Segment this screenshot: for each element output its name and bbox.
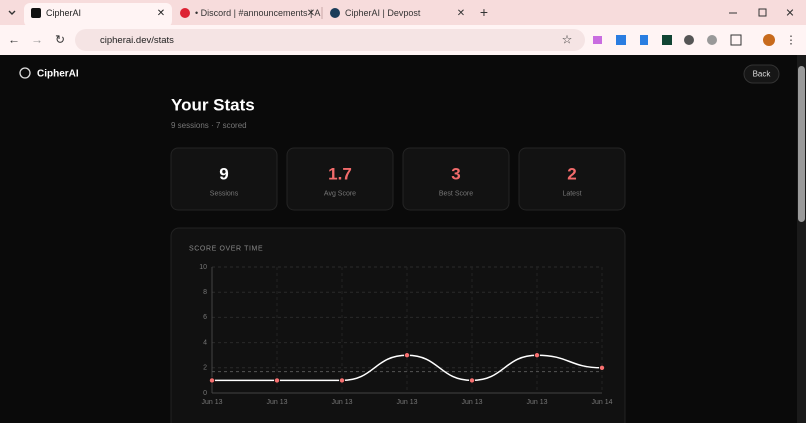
page-title: Your Stats bbox=[171, 95, 255, 114]
back-link[interactable] bbox=[743, 64, 780, 84]
data-point bbox=[338, 377, 345, 384]
back-button[interactable]: ← bbox=[8, 33, 20, 47]
x-tick-label: Jun 13 bbox=[331, 399, 352, 406]
stat-cards: 9 Sessions 1.7 Avg Score 3 Best Score 2 Latest bbox=[170, 147, 626, 211]
x-tick-label: Jun 13 bbox=[201, 399, 222, 406]
tab-title: CipherAI | Devpost bbox=[345, 8, 421, 18]
x-tick-label: Jun 14 bbox=[591, 399, 612, 406]
tab-close[interactable]: ✕ bbox=[307, 8, 315, 19]
forward-button[interactable]: → bbox=[31, 33, 43, 47]
stat-value: 9 bbox=[219, 164, 228, 183]
close-window[interactable]: ✕ bbox=[785, 7, 794, 19]
stat-card bbox=[518, 147, 626, 211]
scrollbar-thumb[interactable] bbox=[798, 66, 805, 222]
y-tick-label: 10 bbox=[199, 264, 207, 271]
extension-icon[interactable] bbox=[662, 35, 672, 45]
brand[interactable]: CipherAI bbox=[37, 69, 79, 80]
tab-title: CipherAI bbox=[46, 8, 81, 18]
y-tick-label: 4 bbox=[203, 339, 207, 346]
y-tick-label: 8 bbox=[203, 289, 207, 296]
extension-icon[interactable] bbox=[707, 35, 717, 45]
tab-close[interactable]: ✕ bbox=[157, 8, 165, 19]
stat-card bbox=[286, 147, 394, 211]
x-tick-label: Jun 13 bbox=[461, 399, 482, 406]
tab-active[interactable] bbox=[24, 3, 172, 27]
extension-icon[interactable] bbox=[640, 35, 648, 45]
brand-icon bbox=[19, 67, 31, 79]
stat-card bbox=[170, 147, 278, 211]
stat-value: 1.7 bbox=[328, 164, 352, 183]
tab-title: • Discord | #announcements | A bbox=[195, 8, 320, 18]
scrollbar bbox=[797, 55, 806, 423]
x-tick-label: Jun 13 bbox=[526, 399, 547, 406]
back-label: Back bbox=[753, 70, 772, 79]
y-tick-label: 0 bbox=[203, 390, 207, 397]
extension-icon[interactable] bbox=[684, 35, 694, 45]
chart-title: SCORE OVER TIME bbox=[189, 245, 263, 252]
stat-label: Sessions bbox=[210, 190, 239, 197]
stat-value: 2 bbox=[567, 164, 576, 183]
address-bar[interactable] bbox=[75, 29, 585, 51]
chart-card bbox=[170, 227, 626, 423]
tab-icon bbox=[31, 8, 41, 18]
url: cipherai.dev/stats bbox=[100, 35, 174, 46]
stat-value: 3 bbox=[451, 164, 460, 183]
y-tick-label: 6 bbox=[203, 314, 207, 321]
stat-label: Avg Score bbox=[324, 190, 356, 197]
new-tab[interactable]: + bbox=[480, 4, 488, 20]
menu[interactable]: ⋮ bbox=[786, 34, 797, 46]
extensions-menu[interactable] bbox=[730, 34, 742, 46]
tab-menu[interactable] bbox=[8, 10, 16, 15]
data-point bbox=[403, 352, 410, 359]
tab-close[interactable]: ✕ bbox=[457, 8, 465, 19]
data-point bbox=[534, 352, 541, 359]
chart: 0 2 4 6 8 10 Jun 13 Jun 13 Jun 13 Jun 13 Jun 13 Jun… bbox=[199, 264, 612, 406]
data-point bbox=[468, 377, 475, 384]
data-point bbox=[273, 377, 280, 384]
data-point bbox=[599, 364, 606, 371]
x-tick-label: Jun 13 bbox=[266, 399, 287, 406]
stat-card bbox=[402, 147, 510, 211]
extension-icon[interactable] bbox=[616, 35, 626, 45]
page-subtitle: 9 sessions · 7 scored bbox=[171, 121, 247, 130]
stat-label: Latest bbox=[562, 190, 581, 197]
y-tick-label: 2 bbox=[203, 365, 207, 372]
data-point bbox=[208, 377, 215, 384]
tab-icon bbox=[180, 8, 190, 18]
bookmark[interactable]: ☆ bbox=[562, 33, 573, 47]
restore[interactable] bbox=[758, 8, 767, 17]
reload-button[interactable]: ↻ bbox=[55, 33, 65, 47]
tab-icon bbox=[330, 8, 340, 18]
stat-label: Best Score bbox=[439, 190, 473, 197]
x-tick-label: Jun 13 bbox=[396, 399, 417, 406]
extension-icon[interactable] bbox=[593, 36, 602, 44]
profile[interactable] bbox=[763, 34, 775, 46]
